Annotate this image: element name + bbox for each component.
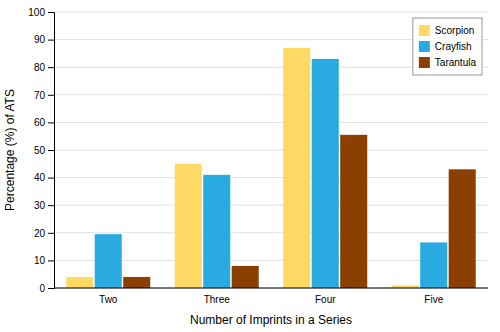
y-axis-title: Percentage (%) of ATS: [3, 89, 17, 211]
y-tick-label: 80: [34, 62, 46, 73]
bar: [232, 266, 259, 288]
grid: [54, 12, 488, 288]
y-tick-mark: [48, 260, 54, 261]
y-tick: 40: [34, 172, 54, 183]
y-tick-label: 100: [28, 7, 45, 18]
chart: Two Three Four Five 0 10 20 30 40 50 60 70 80 90 100 Sc…: [0, 0, 500, 332]
x-tick: Four: [315, 294, 336, 305]
grid-line: [54, 122, 488, 123]
y-tick-label: 50: [34, 145, 46, 156]
bar: [449, 169, 476, 288]
y-tick: 20: [34, 228, 54, 239]
y-tick-label: 90: [34, 34, 46, 45]
y-tick: 30: [34, 200, 54, 211]
grid-line: [54, 232, 488, 233]
bar: [283, 48, 310, 288]
legend-label: Tarantula: [435, 57, 477, 68]
y-tick: 60: [34, 117, 54, 128]
y-tick-mark: [48, 67, 54, 68]
axis-domain: [48, 13, 55, 289]
legend-item: Tarantula: [419, 57, 477, 68]
bars: [66, 48, 475, 288]
x-tick-label: Five: [424, 294, 443, 305]
grid-line: [54, 288, 488, 289]
bar-series: [123, 135, 476, 288]
bar: [312, 59, 339, 288]
grid-line: [54, 205, 488, 206]
legend-swatch: [419, 25, 430, 36]
axis-domain: [54, 288, 488, 289]
x-axis: Two Three Four Five: [54, 288, 488, 305]
bar-series: [95, 59, 448, 288]
y-tick-label: 70: [34, 90, 46, 101]
grid-line: [54, 12, 488, 13]
grid-line: [54, 150, 488, 151]
bar: [420, 242, 447, 288]
y-tick-mark: [48, 233, 54, 234]
x-tick: Two: [99, 294, 118, 305]
bar: [203, 175, 230, 288]
bar: [123, 277, 150, 288]
legend-swatch: [419, 41, 430, 52]
y-tick: 100: [28, 7, 54, 18]
x-tick-label: Three: [204, 294, 231, 305]
x-axis-title: Number of Imprints in a Series: [190, 313, 352, 327]
grid-line: [54, 94, 488, 95]
x-tick-label: Two: [99, 294, 118, 305]
y-tick-mark: [48, 178, 54, 179]
y-tick: 10: [34, 255, 54, 266]
legend-swatch: [419, 57, 430, 68]
y-tick-label: 40: [34, 172, 46, 183]
plot: Two Three Four Five 0 10 20 30 40 50 60 70 80 90 100 Sc…: [28, 7, 488, 305]
y-tick: 80: [34, 62, 54, 73]
legend-item: Scorpion: [419, 25, 474, 36]
y-tick-mark: [48, 150, 54, 151]
bar: [66, 277, 93, 288]
y-tick: 50: [34, 145, 54, 156]
y-tick-label: 30: [34, 200, 46, 211]
bar: [340, 135, 367, 288]
y-tick-mark: [48, 12, 54, 13]
bar-series: [66, 48, 419, 288]
y-tick-label: 20: [34, 228, 46, 239]
y-tick-mark: [48, 40, 54, 41]
y-tick-mark: [48, 205, 54, 206]
y-tick: 70: [34, 90, 54, 101]
bar: [175, 164, 202, 288]
y-tick-label: 60: [34, 117, 46, 128]
legend-item: Crayfish: [419, 41, 472, 52]
y-tick-mark: [48, 288, 54, 289]
grid-line: [54, 177, 488, 178]
x-tick: Three: [204, 294, 231, 305]
legend: Scorpion Crayfish Tarantula: [413, 18, 482, 75]
y-tick: 90: [34, 34, 54, 45]
bar: [95, 234, 122, 288]
x-tick-label: Four: [315, 294, 336, 305]
y-tick-label: 0: [39, 283, 45, 294]
legend-label: Crayfish: [435, 41, 472, 52]
y-axis: 0 10 20 30 40 50 60 70 80 90 100: [28, 7, 54, 294]
x-tick: Five: [424, 294, 443, 305]
y-tick-mark: [48, 122, 54, 123]
y-tick: 0: [39, 283, 54, 294]
legend-box: [413, 18, 482, 75]
y-tick-mark: [48, 95, 54, 96]
legend-label: Scorpion: [435, 25, 474, 36]
y-tick-label: 10: [34, 255, 46, 266]
